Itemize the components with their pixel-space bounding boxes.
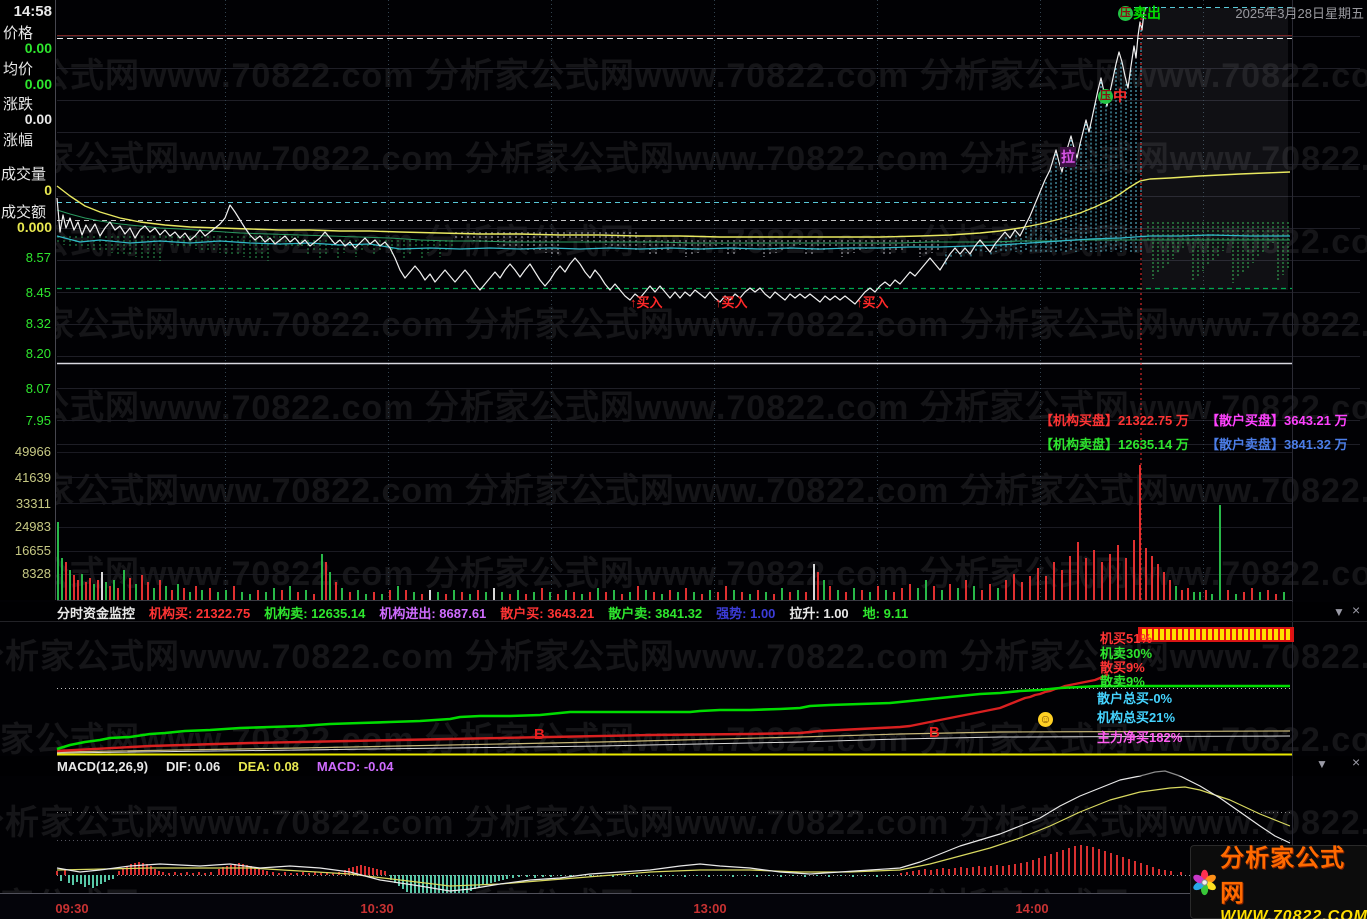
inst-buy-strength-bar bbox=[1138, 627, 1294, 642]
volume-value: 0 bbox=[44, 182, 52, 198]
brand-name: 分析家公式网 bbox=[1220, 845, 1346, 907]
inst-net-stat: 机构进出: 8687.61 bbox=[379, 605, 487, 621]
turnover-value: 0.000 bbox=[16, 219, 52, 235]
macd-title: MACD(12,26,9) bbox=[57, 758, 149, 774]
inst-buy-annotation: 【机构买盘】21322.75 万 bbox=[1040, 413, 1189, 428]
retail-total-buy-pct: 散户总买-0% bbox=[1097, 691, 1173, 706]
avg-price-label: 均价 bbox=[3, 61, 34, 78]
pressure-mid-marker: 压中 bbox=[1098, 88, 1127, 105]
change-pct-label: 涨幅 bbox=[3, 132, 34, 149]
brand-logo: 分析家公式网 WWW.70822.COM bbox=[1190, 845, 1367, 919]
retail-buy-annotation: 【散户买盘】3643.21 万 bbox=[1206, 413, 1348, 428]
flower-logo-icon bbox=[1193, 869, 1216, 896]
close-macd-button[interactable]: × bbox=[1352, 754, 1361, 770]
volume-axis-tick: 8328 bbox=[22, 566, 51, 581]
collapse-macd-button[interactable]: ▼ bbox=[1316, 757, 1328, 771]
change-value: 0.00 bbox=[24, 111, 52, 127]
inst-sell-stat: 机构卖: 12635.14 bbox=[264, 605, 366, 621]
macd-titlebar[interactable]: MACD(12,26,9) DIF: 0.06 DEA: 0.08 MACD: … bbox=[0, 756, 1367, 776]
inst-sell-annotation: 【机构卖盘】12635.14 万 bbox=[1040, 437, 1189, 452]
retail-sell-annotation: 【散户卖盘】3841.32 万 bbox=[1206, 437, 1348, 452]
pullup-stat: 拉升: 1.00 bbox=[789, 605, 849, 621]
retail-buy-stat: 散户买: 3643.21 bbox=[500, 605, 595, 621]
price-label: 价格 bbox=[3, 25, 34, 42]
buy-point-marker: B bbox=[929, 724, 940, 741]
volume-axis-tick: 16655 bbox=[14, 543, 51, 558]
time-tick: 09:30 bbox=[55, 901, 89, 916]
date-label: 2025年3月28日星期五 bbox=[1235, 6, 1364, 21]
volume-axis-tick: 33311 bbox=[15, 496, 51, 511]
watermark-text: 分析家公式网www.70822.com 分析家公式网www.70822.com … bbox=[0, 140, 1367, 178]
time-axis-bar bbox=[0, 893, 1367, 919]
dif-value: DIF: 0.06 bbox=[166, 758, 221, 774]
buy-signal-marker: ↑买入 bbox=[630, 295, 663, 310]
retail-buy-pct: 散买9% bbox=[1100, 660, 1145, 675]
pressure-badge-icon: 压 bbox=[1098, 89, 1113, 105]
floor-stat: 地: 9.11 bbox=[862, 605, 909, 621]
inst-buy-pct: 机买51% bbox=[1100, 631, 1153, 646]
turnover-label: 成交额 bbox=[1, 204, 47, 221]
price-axis-tick: 8.20 bbox=[25, 346, 51, 361]
watermark-text: 分析家公式网www.70822.com 分析家公式网www.70822.com … bbox=[0, 804, 1367, 842]
pressure-badge-icon: 压 bbox=[1118, 6, 1133, 22]
volume-axis-tick: 49966 bbox=[14, 444, 51, 459]
inst-buy-stat: 机构买: 21322.75 bbox=[149, 605, 251, 621]
buy-signal-marker: ↑买入 bbox=[856, 295, 889, 310]
price-axis-tick: 8.57 bbox=[25, 250, 51, 265]
volume-axis-tick: 41639 bbox=[14, 470, 51, 485]
watermark-text: 分析家公式网www.70822.com 分析家公式网www.70822.com … bbox=[0, 57, 1367, 95]
main-force-net-buy-pct: 主力净买182% bbox=[1097, 730, 1183, 745]
pressure-sell-marker: 压卖出 bbox=[1118, 5, 1161, 22]
macd-value: MACD: -0.04 bbox=[316, 758, 394, 774]
clock: 14:58 bbox=[13, 3, 52, 20]
collapse-panel-button[interactable]: ▼ bbox=[1333, 605, 1345, 619]
price-axis-tick: 8.45 bbox=[25, 285, 51, 300]
time-tick: 14:00 bbox=[1015, 901, 1049, 916]
price-axis-tick: 8.32 bbox=[25, 316, 51, 331]
pull-up-marker: 拉 bbox=[1060, 147, 1076, 167]
time-tick: 10:30 bbox=[360, 901, 394, 916]
inst-sell-pct: 机卖30% bbox=[1100, 646, 1153, 661]
strength-stat: 强势: 1.00 bbox=[716, 605, 776, 621]
price-axis-tick: 8.07 bbox=[25, 381, 51, 396]
retail-sell-stat: 散户卖: 3841.32 bbox=[608, 605, 703, 621]
price-axis-tick: 7.95 bbox=[25, 413, 51, 428]
dea-value: DEA: 0.08 bbox=[238, 758, 299, 774]
avg-price-value: 0.00 bbox=[24, 76, 52, 92]
buy-point-marker: B bbox=[534, 726, 545, 743]
buy-signal-marker: ↑买入 bbox=[715, 295, 748, 310]
inst-total-buy-pct: 机构总买21% bbox=[1097, 710, 1176, 725]
retail-sell-pct: 散卖9% bbox=[1100, 674, 1145, 689]
smiley-icon: ☺ bbox=[1038, 712, 1053, 727]
price-value: 0.00 bbox=[24, 40, 52, 56]
time-tick: 13:00 bbox=[693, 901, 727, 916]
volume-label: 成交量 bbox=[1, 166, 47, 183]
fund-monitor-titlebar[interactable]: 分时资金监控 机构买: 21322.75 机构卖: 12635.14 机构进出:… bbox=[0, 602, 1367, 622]
watermark-text: 分析家公式网www.70822.com 分析家公式网www.70822.com … bbox=[0, 638, 1367, 676]
fund-monitor-title: 分时资金监控 bbox=[57, 605, 136, 621]
quote-sidebar: 14:58 价格 0.00 均价 0.00 涨跌 0.00 涨幅 成交量 0 成… bbox=[0, 0, 56, 600]
change-label: 涨跌 bbox=[3, 96, 34, 113]
brand-site-url: WWW.70822.COM bbox=[1220, 908, 1367, 919]
close-panel-button[interactable]: × bbox=[1352, 602, 1361, 618]
volume-axis-tick: 24983 bbox=[14, 519, 51, 534]
